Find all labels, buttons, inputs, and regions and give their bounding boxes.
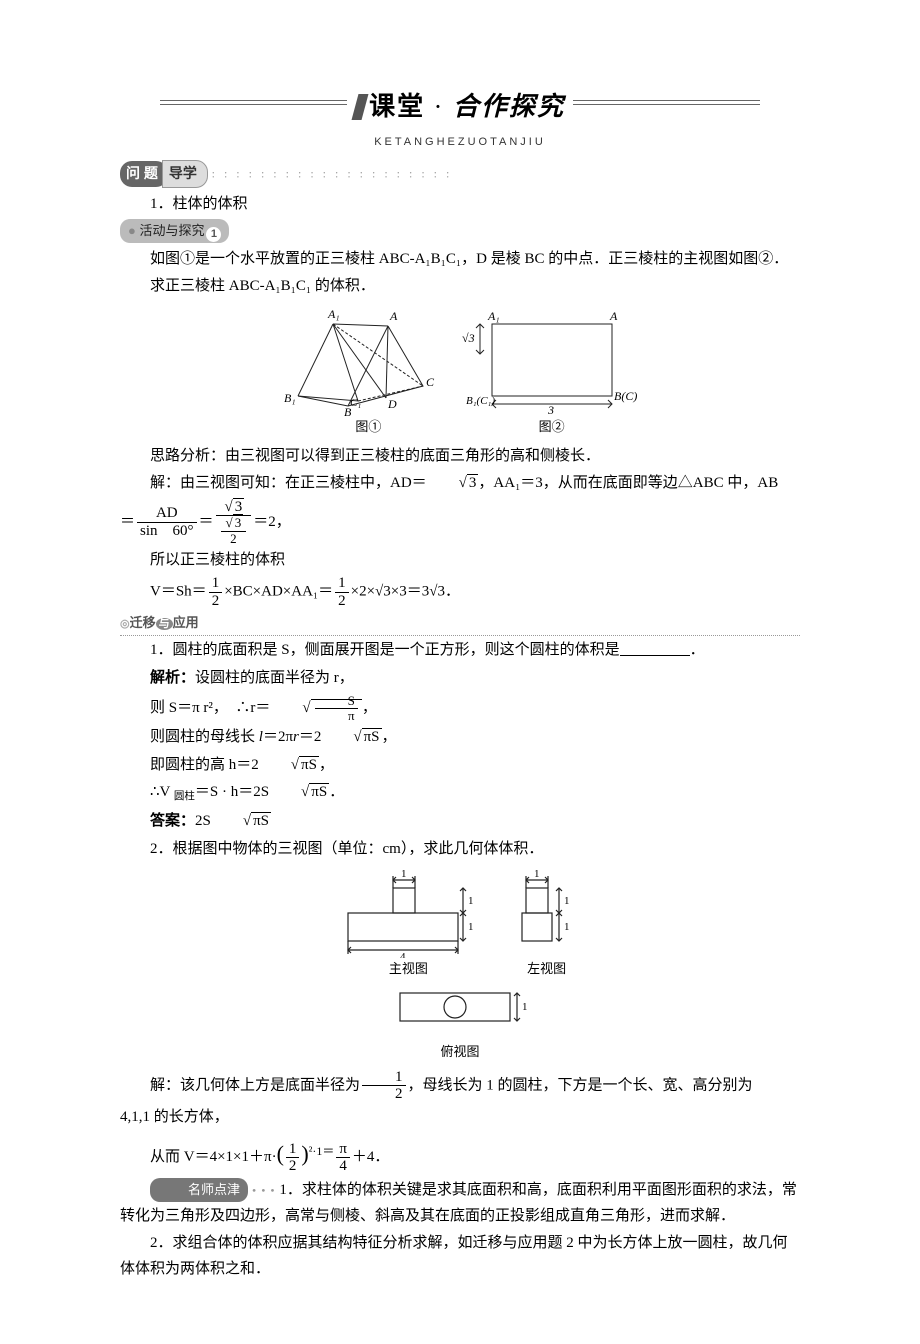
svg-text:1: 1 [564,895,570,907]
ex1-jiexi: 解析：设圆柱的底面半径为 r， [120,665,800,692]
badge-mingshi: 名师点津 [150,1178,248,1202]
lbl-B: B [344,405,352,416]
ex1-l2a: 则 S＝π r²， ∴r＝ [150,700,270,716]
ex1-ans: 答案：2SπS [120,808,800,835]
fig2-cap: 图② [462,416,642,438]
ex2-vol-a: 从而 V＝4×1×1＋π· [150,1149,277,1165]
figure-three-views: 1 1 1 4 1 1 1 [120,868,800,1062]
figure-mainview-svg: A₁ A √3 B₁(C₁) B(C) 3 [462,306,642,416]
view-top: 1 [375,981,545,1041]
svg-text:1: 1 [468,921,474,933]
lbl-D: D [387,397,397,411]
activity-label: 活动与探究 [139,223,204,238]
badge-wenti-daoxue: 问 题导学 : : : : : : : : : : : : : : : : : … [120,160,800,188]
ex1-l4: 即圆柱的高 h＝2πS， [120,753,800,779]
cap-top: 俯视图 [120,1041,800,1063]
ex1-l2: 则 S＝π r²， ∴r＝Sπ， [120,694,800,724]
svg-text:1: 1 [564,921,570,933]
ex2-q: 2．根据图中物体的三视图（单位：cm），求此几何体体积． [120,837,800,863]
sol-lead: 解：由三视图可知：在正三棱柱中，AD＝ [150,475,427,491]
dim-4: 4 [400,951,406,958]
header-pinyin: KETANGHEZUOTANJIU [120,133,800,152]
ex2-sol-a: 解：该几何体上方是底面半径为 [150,1077,360,1093]
cap-left: 左视图 [497,958,597,980]
header-title-left: 课堂 [369,92,425,121]
ex2-vol-c: ＋4． [352,1149,390,1165]
frac-sin60: sin 60° [137,523,197,540]
ex1-l5: ∴V 圆柱＝S · h＝2SπS． [120,780,800,806]
lbl2-sqrt3: √3 [462,331,475,345]
ex2-sol: 解：该几何体上方是底面半径为12，母线长为 1 的圆柱，下方是一个长、宽、高分别… [120,1069,800,1103]
vol-mid: ×BC×AD×AA₁＝ [224,584,333,600]
ex1-l3: 则圆柱的母线长 l＝2πr＝2πS， [120,725,800,751]
sec1-p3: 所以正三棱柱的体积 [120,548,800,574]
blank-line [620,655,690,656]
activity-num: 1 [206,227,221,242]
lbl2-A: A [609,309,618,323]
badge-activity: ● 活动与探究1 [120,219,800,245]
ex1-period: ． [690,642,705,658]
svg-text:1: 1 [468,895,474,907]
yu-text: 与 [156,618,173,630]
lbl-A1: A₁ [327,307,340,321]
lbl2-A1: A₁ [487,309,500,323]
badge-daoxue: 导学 [162,160,208,188]
ans-label: 答案： [150,812,195,829]
eq-2: ＝2， [253,514,291,530]
lbl-C1: C₁ [350,397,361,409]
vol-tail: ×2×√3×3＝3√3． [351,584,460,600]
qianyi-text: 迁移 [130,615,156,630]
cap-main: 主视图 [323,958,493,980]
ex1-l2b: ， [362,700,377,716]
ex2-sol-c: 4,1,1 的长方体， [120,1105,800,1131]
dots-deco: : : : : : : : : : : : : : : : : : : : : [212,167,453,181]
ex2-vol-b: ²·1＝ [309,1144,335,1158]
badge-wenti: 问 题 [120,161,168,187]
lbl-A: A [389,309,398,323]
svg-text:1: 1 [534,868,540,880]
sec1-p1: 如图①是一个水平放置的正三棱柱 ABC-A₁B₁C₁，D 是棱 BC 的中点．正… [120,247,800,273]
lbl-B1: B₁ [284,391,296,405]
fig1-cap: 图① [278,416,458,438]
tip-block: 名师点津• • • 1．求柱体的体积关键是求其底面积和高，底面积利用平面图形面积… [120,1178,800,1229]
sec1-sol-line1: 解：由三视图可知：在正三棱柱中，AD＝3，AA₁＝3，从而在底面即等边△ABC … [120,471,800,497]
sec1-p2: 求正三棱柱 ABC-A₁B₁C₁ 的体积． [120,274,800,300]
sec1-eq-ab: ＝ADsin 60°＝332＝2， [120,499,800,546]
view-main: 1 1 1 4 [323,868,493,958]
lbl2-BC: B(C) [614,389,637,403]
svg-text:1: 1 [522,1001,528,1013]
sec1-title: 1．柱体的体积 [120,192,800,218]
section-header: 课堂 · 合作探究 KETANGHEZUOTANJIU [120,100,800,152]
header-title-right: 合作探究 [453,92,565,121]
ex1-q-text: 1．圆柱的底面积是 S，侧面展开图是一个正方形，则这个圆柱的体积是 [150,642,620,658]
sol-mid: ，AA₁＝3，从而在底面即等边△ABC 中，AB [478,475,778,491]
lbl2-3: 3 [547,403,554,416]
vol-lead: V＝Sh＝ [150,584,207,600]
view-left: 1 1 1 [497,868,597,958]
sec1-analysis: 思路分析：由三视图可以得到正三棱柱的底面三角形的高和侧棱长． [120,444,800,470]
badge-qianyi: ◎迁移与应用 [120,611,800,636]
ex2-sol-b: ，母线长为 1 的圆柱，下方是一个长、宽、高分别为 [408,1077,753,1093]
frac-ad: AD [137,505,197,523]
figure-prism-svg: A₁ A B₁ C₁ B C D [278,306,458,416]
ex1-l1: 设圆柱的底面半径为 r， [195,670,354,686]
lbl-C: C [426,375,435,389]
svg-text:1: 1 [401,868,407,880]
page: 课堂 · 合作探究 KETANGHEZUOTANJIU 问 题导学 : : : … [0,0,920,1344]
ex2-vol: 从而 V＝4×1×1＋π·(12)²·1＝π4＋4． [150,1132,800,1176]
sec1-vol-eq: V＝Sh＝12×BC×AD×AA₁＝12×2×√3×3＝3√3． [150,575,800,609]
tip-p2: 2．求组合体的体积应据其结构特征分析求解，如迁移与应用题 2 中为长方体上放一圆… [120,1231,800,1282]
yingyong-text: 应用 [173,615,199,630]
lbl2-B1C1: B₁(C₁) [466,395,495,407]
ex1-q: 1．圆柱的底面积是 S，侧面展开图是一个正方形，则这个圆柱的体积是 ． [120,638,800,664]
jiexi-label: 解析： [150,669,195,686]
figure-prism-views: A₁ A B₁ C₁ B C D A₁ [120,306,800,438]
